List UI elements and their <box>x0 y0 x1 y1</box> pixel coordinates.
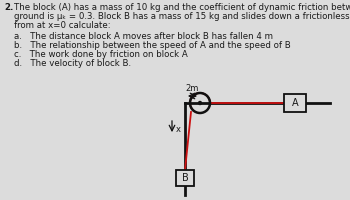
Bar <box>284 94 306 112</box>
Text: ground is μₖ = 0.3. Block B has a mass of 15 kg and slides down a frictionless p: ground is μₖ = 0.3. Block B has a mass o… <box>14 12 350 21</box>
Text: A: A <box>292 98 298 108</box>
Text: d.   The velocity of block B.: d. The velocity of block B. <box>14 59 131 68</box>
Text: 2m: 2m <box>186 84 199 93</box>
Bar <box>176 170 194 186</box>
Text: from at x=0 calculate:: from at x=0 calculate: <box>14 21 111 30</box>
Circle shape <box>198 102 202 104</box>
Text: c.   The work done by friction on block A: c. The work done by friction on block A <box>14 50 188 59</box>
Text: x: x <box>176 126 181 134</box>
Text: b.   The relationship between the speed of A and the speed of B: b. The relationship between the speed of… <box>14 41 291 50</box>
Text: 2.: 2. <box>4 3 13 12</box>
Text: B: B <box>182 173 188 183</box>
Text: The block (A) has a mass of 10 kg and the coefficient of dynamic friction betwee: The block (A) has a mass of 10 kg and th… <box>14 3 350 12</box>
Text: a.   The distance block A moves after block B has fallen 4 m: a. The distance block A moves after bloc… <box>14 32 273 41</box>
